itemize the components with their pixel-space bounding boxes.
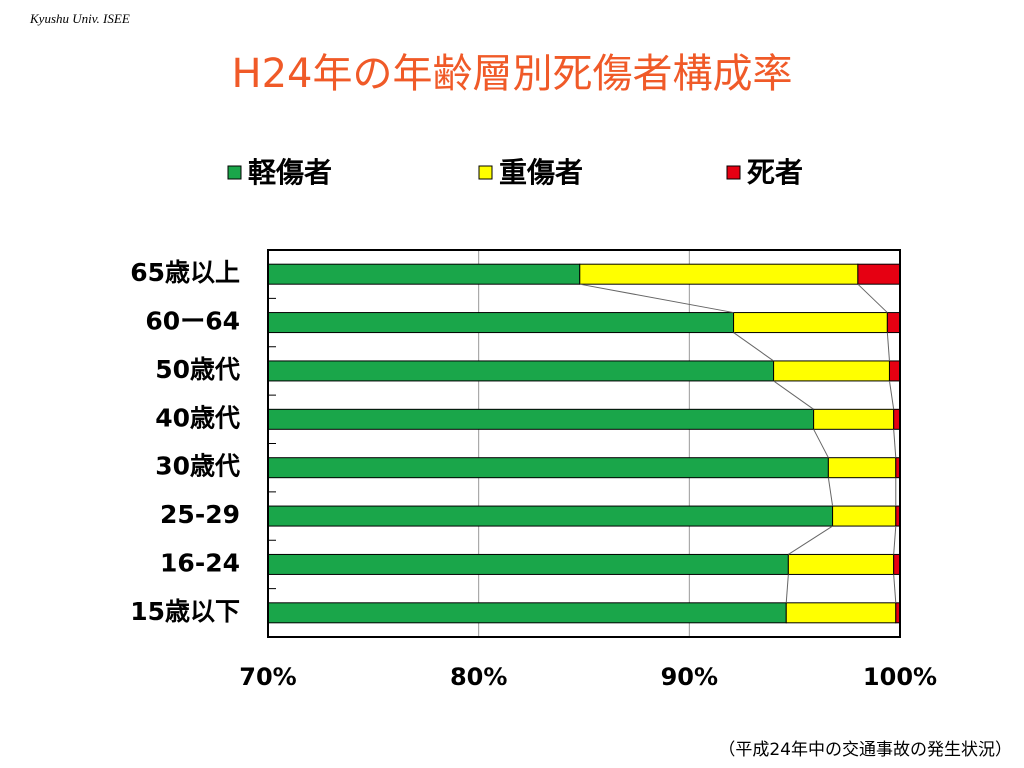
series-line	[813, 429, 829, 458]
legend-label: 重傷者	[499, 156, 583, 189]
y-tick-label: 60ー64	[145, 307, 240, 336]
footnote: （平成24年中の交通事故の発生状況）	[718, 740, 1012, 760]
bar-segment	[888, 360, 900, 382]
y-tick-label: 40歳代	[155, 403, 240, 432]
bar-segment	[787, 553, 895, 575]
legend-swatch	[478, 165, 493, 180]
bar-segment	[827, 457, 897, 479]
bar-segment	[895, 457, 900, 479]
y-tick-label: 65歳以上	[130, 258, 240, 287]
legend-swatch	[227, 165, 242, 180]
series-line	[773, 380, 814, 410]
bar-segment	[895, 505, 900, 527]
legend-label: 死者	[747, 156, 803, 189]
bar-segment	[268, 602, 787, 624]
bar-segment	[785, 602, 897, 624]
y-tick-label: 16-24	[160, 548, 240, 577]
plot-area	[268, 250, 900, 637]
series-line	[733, 332, 774, 362]
x-tick-label: 80%	[450, 663, 507, 691]
bar-segment	[886, 312, 900, 334]
bar-segment	[268, 408, 815, 430]
header: Kyushu Univ. ISEE	[29, 11, 130, 26]
bar-segment	[579, 263, 859, 285]
y-tick-label: 15歳以下	[130, 597, 240, 626]
chart-title: H24年の年齢層別死傷者構成率	[232, 51, 793, 97]
series-line	[788, 525, 833, 555]
bar-segment	[268, 312, 735, 334]
legend-label: 軽傷者	[248, 156, 332, 189]
plot-frame	[267, 249, 901, 638]
y-tick-label: 25-29	[160, 500, 240, 529]
series-line	[886, 332, 890, 361]
bar-segment	[268, 360, 775, 382]
bar-segment	[733, 312, 888, 334]
bar-segment	[268, 553, 789, 575]
series-line	[857, 283, 888, 313]
x-tick-label: 100%	[863, 663, 937, 691]
bar-segment	[895, 602, 900, 624]
x-tick-label: 90%	[661, 663, 718, 691]
bar-segment	[857, 263, 900, 285]
x-tick-label: 70%	[239, 663, 296, 691]
bar-segment	[268, 505, 834, 527]
y-tick-label: 50歳代	[155, 355, 240, 384]
bar-segment	[832, 505, 897, 527]
series-line	[579, 283, 734, 314]
series-line	[893, 429, 897, 458]
bar-segment	[813, 408, 895, 430]
bar-segment	[268, 263, 581, 285]
series-line	[893, 526, 897, 555]
legend-swatch	[726, 165, 741, 180]
series-line	[893, 574, 897, 603]
series-line	[827, 477, 834, 507]
bar-segment	[773, 360, 890, 382]
series-line	[888, 380, 895, 410]
bar-segment	[268, 457, 829, 479]
y-tick-label: 30歳代	[155, 452, 240, 481]
series-line	[785, 574, 789, 603]
